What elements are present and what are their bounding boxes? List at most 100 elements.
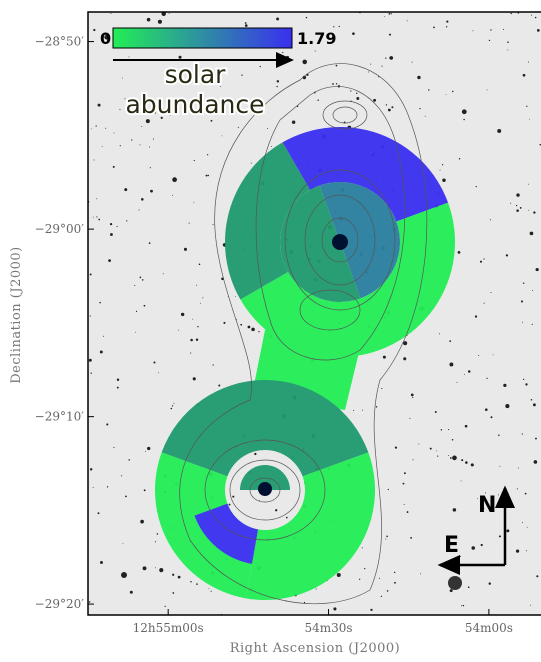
star: [207, 174, 210, 177]
star: [89, 315, 91, 317]
star: [141, 198, 144, 201]
star: [192, 377, 196, 381]
star: [259, 65, 261, 68]
star: [124, 188, 128, 192]
colorbar: [112, 27, 293, 49]
star: [528, 209, 529, 211]
star: [258, 331, 260, 333]
star: [492, 354, 494, 356]
east-label: E: [444, 533, 459, 558]
star: [104, 34, 110, 40]
star: [228, 503, 231, 506]
star: [424, 115, 426, 117]
star: [535, 437, 537, 440]
star: [448, 576, 462, 590]
star: [276, 80, 280, 83]
star: [282, 51, 284, 54]
star: [198, 263, 201, 266]
star: [484, 408, 488, 411]
star: [463, 373, 465, 375]
y-tick-label: −29°10′: [35, 410, 85, 424]
star: [402, 482, 405, 485]
star: [356, 96, 360, 100]
star: [499, 465, 501, 467]
star: [488, 39, 491, 42]
star: [218, 384, 221, 387]
star: [129, 590, 133, 594]
star: [535, 267, 539, 272]
star: [141, 126, 143, 128]
star: [234, 296, 236, 297]
star: [172, 573, 175, 576]
star: [208, 588, 210, 590]
star: [173, 402, 175, 404]
star: [394, 446, 398, 449]
star: [520, 300, 524, 303]
star: [157, 19, 162, 24]
star: [353, 410, 355, 412]
star: [465, 461, 468, 464]
star: [449, 362, 454, 367]
star: [429, 447, 432, 450]
star: [528, 61, 530, 63]
star: [108, 259, 111, 262]
star: [450, 457, 452, 459]
star: [482, 507, 485, 510]
star: [440, 429, 443, 431]
star: [486, 377, 488, 380]
star: [406, 511, 409, 513]
star: [333, 607, 337, 611]
star: [410, 536, 413, 539]
star: [362, 409, 364, 411]
star: [515, 549, 520, 553]
star: [532, 403, 536, 407]
star: [524, 492, 527, 495]
star: [128, 459, 130, 461]
star: [116, 225, 118, 228]
star: [97, 103, 101, 107]
star: [530, 398, 533, 401]
star: [356, 92, 358, 95]
star: [113, 132, 115, 134]
star: [197, 326, 199, 328]
star: [178, 329, 180, 331]
star: [410, 393, 414, 397]
star: [436, 450, 438, 452]
star: [403, 472, 406, 475]
star: [171, 194, 173, 196]
star: [196, 583, 198, 585]
star: [95, 125, 97, 127]
star: [88, 601, 91, 603]
star: [375, 406, 378, 408]
star: [529, 231, 534, 236]
star: [135, 310, 138, 312]
star: [526, 526, 528, 528]
star: [157, 372, 159, 374]
star: [153, 361, 156, 364]
star: [522, 378, 525, 380]
star: [336, 572, 341, 577]
star: [177, 575, 181, 579]
star: [445, 26, 448, 28]
star: [192, 318, 194, 320]
star: [490, 292, 492, 293]
star: [446, 20, 449, 23]
star: [145, 119, 150, 124]
star: [530, 14, 533, 16]
star: [507, 41, 509, 43]
region: [240, 272, 340, 357]
star: [502, 28, 505, 30]
star: [100, 561, 103, 564]
star: [251, 327, 255, 332]
star: [93, 28, 96, 32]
star: [134, 284, 136, 286]
star: [116, 378, 120, 381]
star: [202, 297, 204, 299]
star: [147, 446, 151, 451]
star: [433, 26, 435, 29]
star: [188, 222, 190, 224]
star: [122, 77, 123, 79]
star: [350, 90, 352, 92]
plot-frame: [87, 11, 541, 616]
star: [516, 193, 520, 197]
